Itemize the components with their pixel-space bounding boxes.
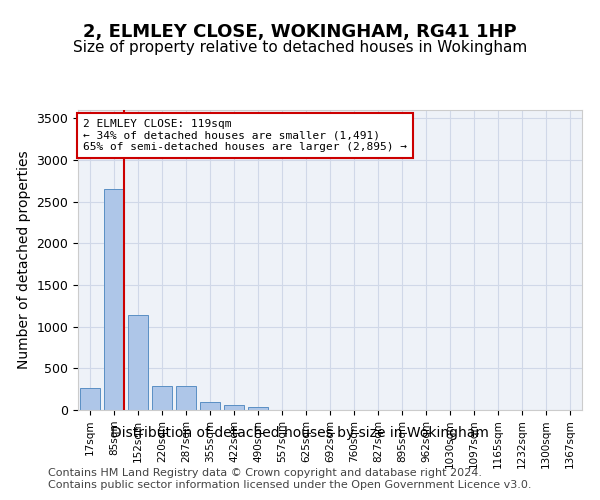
Text: 2, ELMLEY CLOSE, WOKINGHAM, RG41 1HP: 2, ELMLEY CLOSE, WOKINGHAM, RG41 1HP xyxy=(83,24,517,42)
Bar xyxy=(224,406,244,410)
Text: Distribution of detached houses by size in Wokingham: Distribution of detached houses by size … xyxy=(111,426,489,440)
Y-axis label: Number of detached properties: Number of detached properties xyxy=(17,150,31,370)
Text: Contains public sector information licensed under the Open Government Licence v3: Contains public sector information licen… xyxy=(48,480,532,490)
Bar xyxy=(200,402,220,410)
Bar xyxy=(176,386,196,410)
Text: Size of property relative to detached houses in Wokingham: Size of property relative to detached ho… xyxy=(73,40,527,55)
Bar xyxy=(80,388,100,410)
Bar xyxy=(104,189,124,410)
Text: Contains HM Land Registry data © Crown copyright and database right 2024.: Contains HM Land Registry data © Crown c… xyxy=(48,468,482,477)
Text: 2 ELMLEY CLOSE: 119sqm
← 34% of detached houses are smaller (1,491)
65% of semi-: 2 ELMLEY CLOSE: 119sqm ← 34% of detached… xyxy=(83,119,407,152)
Bar xyxy=(248,406,268,410)
Bar xyxy=(152,386,172,410)
Bar xyxy=(128,315,148,410)
